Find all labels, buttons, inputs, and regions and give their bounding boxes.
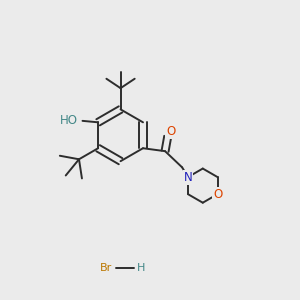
Text: O: O	[213, 188, 222, 201]
Text: Br: Br	[100, 263, 112, 273]
Text: N: N	[184, 171, 192, 184]
Text: H: H	[137, 263, 146, 273]
Text: HO: HO	[59, 114, 77, 127]
Text: O: O	[166, 125, 176, 138]
